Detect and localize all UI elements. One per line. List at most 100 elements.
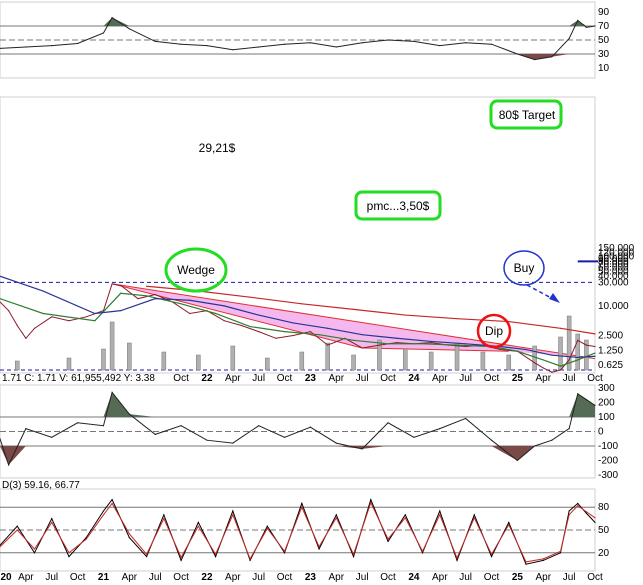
- annotation-pmc: pmc...3,50$: [367, 199, 430, 213]
- price-series-point: [542, 367, 544, 369]
- price-series-point: [361, 334, 363, 336]
- stoch-d-line-point: [111, 502, 113, 504]
- stoch-d-line-point: [542, 558, 544, 560]
- stoch-k-line-point: [180, 559, 182, 562]
- price-series-point: [499, 348, 501, 351]
- stoch-k-line-point: [577, 502, 579, 504]
- wedge-upper-line: [112, 283, 596, 360]
- price-series-point: [594, 333, 596, 335]
- stoch-d-line-point: [16, 529, 18, 531]
- price-series-line: [0, 292, 596, 367]
- volume-bar: [575, 333, 581, 371]
- price-series-point: [85, 316, 87, 318]
- volume-bar: [14, 360, 20, 371]
- cci-line-point: [51, 436, 53, 438]
- stoch-k-line-point: [439, 510, 441, 512]
- stoch-x-tick: Oct: [277, 572, 293, 583]
- price-series-point: [214, 312, 217, 315]
- cci-line-point: [8, 464, 10, 466]
- top-oscillator-line-point: [206, 45, 208, 47]
- stoch-d-line-point: [128, 533, 130, 535]
- volume-bar: [127, 342, 132, 371]
- top-oscillator-line-point: [585, 26, 587, 28]
- price-series-point: [577, 339, 579, 341]
- stoch-k-line-point: [404, 514, 406, 516]
- cci-line-point: [180, 425, 182, 427]
- cci-line-point: [490, 439, 493, 441]
- stoch-x-tick: Jul: [356, 572, 369, 583]
- stoch-d-line-point: [180, 556, 182, 558]
- price-x-tick: Oct: [484, 373, 500, 384]
- cci-line-point: [309, 426, 312, 428]
- stoch-k-line-point: [16, 525, 18, 527]
- price-x-tick: Jul: [459, 373, 472, 384]
- top-oscillator-line-point: [77, 42, 79, 45]
- price-series-point: [318, 334, 320, 336]
- price-series-point: [525, 348, 527, 351]
- volume-bar: [351, 354, 356, 371]
- price-series-point: [594, 352, 596, 354]
- top-oscillator-line-point: [180, 43, 182, 45]
- cci-line-point: [258, 425, 260, 427]
- price-y-tick: 150.000: [598, 243, 635, 254]
- price-x-tick: Apr: [432, 373, 448, 384]
- top-oscillator-line-point: [232, 49, 234, 51]
- price-y-tick: 40.000: [598, 271, 629, 282]
- top-oscillator-line-point: [335, 46, 337, 48]
- stoch-d-line-point: [0, 546, 1, 548]
- stoch-d-line-point: [33, 548, 36, 550]
- top-oscillator-line-point: [594, 25, 596, 27]
- price-series-point: [301, 303, 303, 305]
- volume-bar: [454, 342, 460, 371]
- stoch-d-line-point: [559, 550, 562, 552]
- price-series-point: [559, 327, 562, 329]
- price-series-point: [456, 318, 458, 320]
- cci-y-tick: -200: [598, 456, 618, 467]
- stoch-k-line-point: [301, 502, 303, 504]
- stoch-d-line-point: [577, 505, 579, 507]
- top-y-tick: 50: [598, 35, 610, 46]
- stoch-x-tick: Apr: [225, 572, 241, 583]
- cci-line-point: [283, 436, 286, 438]
- price-series-point: [223, 320, 225, 322]
- price-series-point: [283, 331, 286, 333]
- price-x-tick: Oct: [173, 373, 189, 384]
- price-x-tick: Apr: [329, 373, 345, 384]
- stoch-d-line-point: [51, 521, 53, 524]
- price-series-point: [120, 310, 122, 312]
- stoch-k-line-point: [370, 499, 372, 501]
- top-oscillator-line-point: [102, 32, 105, 34]
- stoch-d-line-point: [352, 553, 355, 555]
- price-series-point: [465, 345, 467, 348]
- stoch-x-tick: Jul: [149, 572, 162, 583]
- stoch-d-line-point: [370, 502, 372, 504]
- top-oscillator-line-point: [361, 42, 363, 44]
- stoch-d-line-point: [508, 524, 510, 526]
- cci-y-tick: 0: [598, 427, 604, 438]
- stoch-d-line-point: [266, 527, 268, 530]
- cci-line-point: [551, 439, 553, 441]
- stoch-d-line-point: [197, 525, 199, 527]
- top-oscillator-line-point: [465, 42, 467, 44]
- stoch-k-line-point: [68, 556, 70, 558]
- stoch-x-tick: 22: [201, 572, 213, 583]
- cci-y-tick: -300: [598, 470, 618, 481]
- annotation-dip: Dip: [485, 324, 503, 338]
- price-series-line: [146, 285, 596, 335]
- cci-y-tick: 100: [598, 412, 615, 423]
- cci-line-point: [232, 442, 234, 444]
- annotation-buy: Buy: [514, 261, 535, 275]
- cci-y-tick: 200: [598, 398, 615, 409]
- cci-line-point: [387, 422, 389, 424]
- stoch-k-line-point: [594, 521, 596, 524]
- cci-line-point: [594, 404, 596, 406]
- stoch-k-line-point: [232, 510, 234, 512]
- cci-line-point: [77, 422, 79, 424]
- price-series-point: [16, 324, 18, 327]
- stoch-k-line-point: [249, 559, 251, 562]
- stoch-k-line-point: [568, 510, 570, 512]
- cci-line-point: [361, 448, 363, 450]
- price-y-tick: 30.000: [598, 277, 629, 288]
- stoch-k-line-point: [508, 521, 510, 524]
- stoch-d-line-point: [404, 517, 406, 519]
